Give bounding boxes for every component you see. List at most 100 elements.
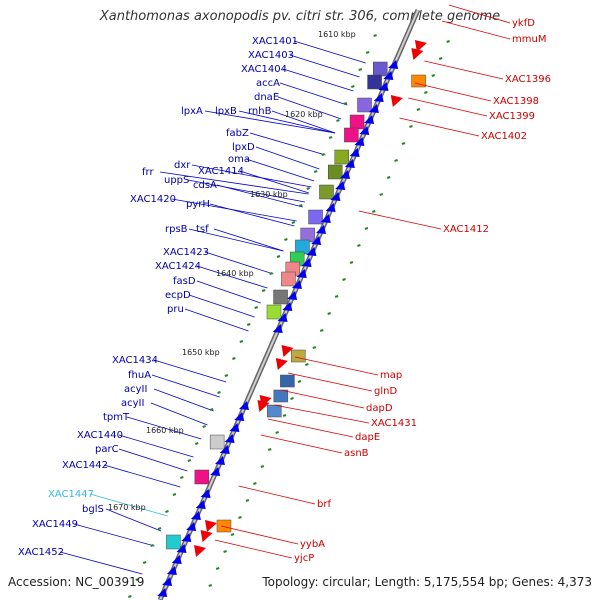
gene-label-xac1412[interactable]: XAC1412 bbox=[443, 224, 489, 235]
gene-label-xac1399[interactable]: XAC1399 bbox=[489, 111, 535, 122]
leader-line bbox=[105, 508, 162, 532]
gene-arrow bbox=[239, 401, 250, 410]
gene-label-upps[interactable]: uppS bbox=[164, 175, 189, 186]
gene-label-xac1404[interactable]: XAC1404 bbox=[241, 64, 287, 75]
tick-dash bbox=[321, 153, 325, 156]
gene-arrow bbox=[210, 467, 221, 476]
gene-label-rpsb[interactable]: rpsB bbox=[165, 224, 188, 235]
gene-box bbox=[216, 519, 232, 533]
gene-label-xac1424[interactable]: XAC1424 bbox=[155, 261, 201, 272]
gene-box bbox=[367, 74, 382, 90]
gene-label-pru[interactable]: pru bbox=[167, 304, 184, 315]
gene-label-acca[interactable]: accA bbox=[256, 78, 280, 89]
gene-box bbox=[166, 534, 181, 550]
gene-label-xac1420[interactable]: XAC1420 bbox=[130, 194, 176, 205]
gene-label-cdsa[interactable]: cdsA bbox=[193, 180, 217, 191]
gene-arrow bbox=[306, 247, 317, 256]
gene-arrow bbox=[359, 126, 370, 135]
leader-line bbox=[271, 110, 336, 134]
gene-label-ecpd[interactable]: ecpD bbox=[165, 290, 191, 301]
gene-label-xac1423[interactable]: XAC1423 bbox=[163, 247, 209, 258]
gene-label-yjcp[interactable]: yjcP bbox=[294, 553, 314, 564]
gene-box bbox=[280, 374, 295, 388]
gene-arrow bbox=[176, 544, 187, 553]
tick-dash bbox=[232, 357, 236, 360]
gene-label-xac1402[interactable]: XAC1402 bbox=[481, 131, 527, 142]
tick-dash bbox=[230, 533, 235, 536]
gene-label-tsf[interactable]: tsf bbox=[196, 224, 209, 235]
gene-arrow bbox=[272, 324, 283, 333]
gene-arrow-red bbox=[414, 40, 427, 52]
gene-label-mmum[interactable]: mmuM bbox=[512, 34, 546, 45]
gene-label-fabz[interactable]: fabZ bbox=[226, 128, 249, 139]
leader-line bbox=[287, 372, 373, 392]
leader-line bbox=[239, 170, 309, 194]
gene-label-xac1434[interactable]: XAC1434 bbox=[112, 355, 158, 366]
gene-label-yyba[interactable]: yybA bbox=[300, 539, 325, 550]
tick-dash bbox=[282, 414, 287, 417]
tick-dash bbox=[254, 306, 259, 309]
gene-label-dxr[interactable]: dxr bbox=[174, 160, 191, 171]
gene-arrow bbox=[383, 71, 394, 80]
gene-label-fasd[interactable]: fasD bbox=[173, 276, 196, 287]
gene-label-dape[interactable]: dapE bbox=[355, 432, 380, 443]
gene-label-ykfd[interactable]: ykfD bbox=[512, 18, 535, 29]
tick-dash bbox=[142, 561, 147, 564]
gene-label-frr[interactable]: frr bbox=[142, 167, 154, 178]
gene-label-oma[interactable]: oma bbox=[228, 154, 250, 165]
leader-line bbox=[280, 389, 365, 409]
gene-box bbox=[327, 164, 343, 180]
topology-text: Topology: circular; Length: 5,175,554 bp… bbox=[262, 575, 592, 589]
gene-label-dnae[interactable]: dnaE bbox=[254, 92, 279, 103]
gene-features bbox=[157, 40, 427, 600]
gene-label-xac1442[interactable]: XAC1442 bbox=[62, 460, 108, 471]
gene-label-rnhb[interactable]: rnhB bbox=[248, 106, 272, 117]
gene-label-brf[interactable]: brf bbox=[317, 499, 331, 510]
gene-arrow bbox=[340, 170, 351, 179]
tick-dash bbox=[246, 323, 251, 326]
gene-label-lpxb[interactable]: lpxB bbox=[215, 106, 237, 117]
leader-line bbox=[126, 416, 202, 440]
gene-label-xac1447[interactable]: XAC1447 bbox=[48, 489, 94, 500]
gene-label-parc[interactable]: parC bbox=[95, 444, 119, 455]
leader-line bbox=[289, 54, 360, 78]
tick-dash bbox=[209, 408, 214, 411]
gene-label-acyii[interactable]: acyII bbox=[124, 384, 147, 395]
tick-dash bbox=[135, 578, 140, 581]
tick-dash bbox=[386, 176, 391, 179]
gene-label-xac1396[interactable]: XAC1396 bbox=[505, 74, 551, 85]
gene-label-xac1452[interactable]: XAC1452 bbox=[18, 547, 64, 558]
gene-label-lpxa[interactable]: lpxA bbox=[181, 106, 203, 117]
tick-dash bbox=[431, 74, 436, 77]
tick-dash bbox=[297, 380, 302, 383]
gene-label-xac1403[interactable]: XAC1403 bbox=[248, 50, 294, 61]
gene-label-pyrh[interactable]: pyrH bbox=[186, 199, 210, 210]
leader-line bbox=[267, 418, 354, 438]
leader-line bbox=[273, 404, 370, 424]
gene-label-xac1414[interactable]: XAC1414 bbox=[198, 166, 244, 177]
gene-label-acyii[interactable]: acyII bbox=[121, 398, 144, 409]
gene-label-tpmt[interactable]: tpmT bbox=[103, 412, 130, 423]
gene-label-lpxd[interactable]: lpxD bbox=[232, 142, 255, 153]
leader-line bbox=[188, 228, 284, 252]
gene-label-bgls[interactable]: bglS bbox=[82, 504, 104, 515]
gene-label-xac1449[interactable]: XAC1449 bbox=[32, 519, 78, 530]
gene-arrow bbox=[181, 533, 192, 542]
gene-label-xac1398[interactable]: XAC1398 bbox=[493, 96, 539, 107]
gene-arrow bbox=[335, 181, 346, 190]
gene-label-map[interactable]: map bbox=[380, 370, 402, 381]
gene-label-xac1431[interactable]: XAC1431 bbox=[371, 418, 417, 429]
tick-dash bbox=[245, 499, 250, 502]
kbp-tick-label: 1660 kbp bbox=[146, 426, 184, 435]
tick-dash bbox=[267, 448, 272, 451]
gene-label-glnd[interactable]: glnD bbox=[374, 386, 397, 397]
gene-label-xac1440[interactable]: XAC1440 bbox=[77, 430, 123, 441]
gene-label-xac1401[interactable]: XAC1401 bbox=[252, 36, 298, 47]
gene-label-fhua[interactable]: fhuA bbox=[128, 370, 151, 381]
gene-label-asnb[interactable]: asnB bbox=[344, 448, 369, 459]
gene-label-dapd[interactable]: dapD bbox=[366, 403, 393, 414]
leader-line bbox=[249, 132, 326, 156]
leader-line bbox=[191, 164, 312, 188]
gene-arrow-red bbox=[200, 530, 213, 542]
tick-dash bbox=[343, 102, 348, 105]
